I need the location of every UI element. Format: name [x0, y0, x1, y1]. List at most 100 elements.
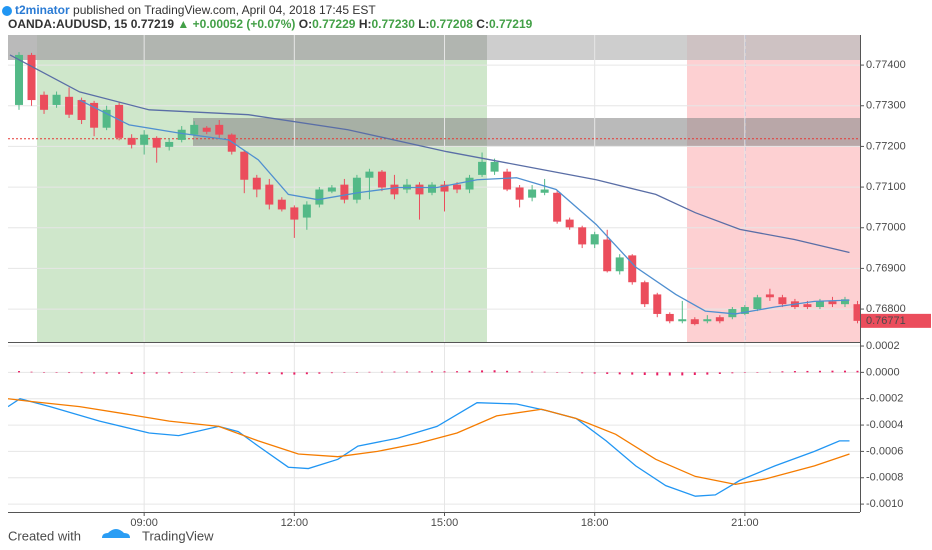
- histogram-bar: [506, 370, 509, 373]
- histogram-bar: [756, 372, 759, 373]
- o-value: 0.77229: [312, 17, 356, 31]
- histogram-bar: [806, 370, 809, 373]
- author[interactable]: t2minator: [15, 3, 70, 17]
- candle-body: [190, 124, 199, 135]
- candle-body: [115, 104, 124, 138]
- histogram-bar: [731, 372, 734, 374]
- candle-body: [440, 184, 449, 192]
- histogram-bar: [518, 371, 521, 373]
- y-tick-label: 0.77300: [866, 100, 906, 112]
- histogram-bar: [218, 372, 221, 373]
- histogram-bar: [80, 372, 83, 374]
- indicator-line: [8, 398, 850, 497]
- histogram-bar: [180, 372, 183, 374]
- x-tick-label: 15:00: [431, 517, 459, 529]
- c-label: C:: [476, 17, 489, 31]
- candle-body: [177, 129, 186, 140]
- histogram-bar: [856, 370, 859, 373]
- candle-body: [853, 304, 860, 321]
- y-tick-label: 0.77100: [866, 181, 906, 193]
- candle-body: [715, 317, 724, 322]
- y-tick-label: 0.0002: [866, 340, 900, 352]
- candle-body: [377, 171, 386, 188]
- y-tick-label: 0.0000: [866, 366, 900, 378]
- price: 0.77219: [131, 17, 175, 31]
- histogram-bar: [18, 371, 21, 373]
- brand[interactable]: TradingView: [142, 528, 214, 543]
- histogram-bar: [130, 372, 133, 374]
- candle-body: [540, 189, 549, 193]
- candle-body: [315, 189, 324, 205]
- x-tick-label: 21:00: [731, 517, 759, 529]
- histogram-bar: [30, 371, 33, 373]
- candle-body: [690, 319, 699, 325]
- candle-body: [515, 187, 524, 200]
- candle-body: [240, 151, 249, 180]
- l-value: 0.77208: [430, 17, 474, 31]
- histogram-bar: [68, 372, 71, 374]
- histogram-bar: [531, 371, 534, 373]
- indicator-line: [9, 54, 850, 254]
- symbol: OANDA:AUDUSD, 15: [8, 17, 128, 31]
- histogram-bar: [105, 372, 108, 374]
- histogram-bar: [743, 372, 746, 373]
- candle-body: [77, 100, 86, 120]
- candle-body: [390, 184, 399, 195]
- candle-body: [427, 184, 436, 193]
- candle-body: [140, 134, 149, 145]
- indicator-line: [79, 99, 850, 315]
- candle-body: [653, 294, 662, 314]
- l-label: L:: [418, 17, 429, 31]
- histogram-bar: [768, 371, 771, 373]
- candle-body: [227, 134, 236, 152]
- candle-body: [415, 184, 424, 195]
- histogram-bar: [618, 372, 621, 375]
- histogram-bar: [481, 370, 484, 373]
- histogram-bar: [243, 372, 246, 374]
- histogram-bar: [155, 372, 158, 374]
- candle-body: [840, 299, 849, 305]
- candle-body: [478, 161, 487, 175]
- x-tick-label: 12:00: [281, 517, 309, 529]
- candle-body: [678, 319, 687, 322]
- y-tick-label: -0.0002: [866, 393, 903, 405]
- histogram-bar: [230, 372, 233, 374]
- histogram-bar: [681, 372, 684, 376]
- candle-body: [340, 184, 349, 200]
- histogram-bar: [380, 371, 383, 373]
- y-tick-label: 0.76800: [866, 303, 906, 315]
- candle-body: [565, 219, 574, 228]
- published: published on TradingView.com, April 04, …: [73, 3, 376, 17]
- histogram-bar: [143, 372, 146, 374]
- candle-body: [252, 177, 261, 190]
- histogram-bar: [706, 372, 709, 375]
- histogram-bar: [330, 372, 333, 374]
- long-zone: [37, 35, 487, 342]
- y-tick-label: 0.77400: [866, 59, 906, 71]
- histogram-bar: [168, 372, 171, 374]
- histogram-bar: [293, 372, 296, 375]
- histogram-bar: [355, 372, 358, 373]
- h-label: H:: [359, 17, 372, 31]
- candle-body: [327, 187, 336, 192]
- candle-body: [90, 102, 99, 128]
- histogram-bar: [193, 372, 196, 373]
- h-value: 0.77230: [371, 17, 415, 31]
- resistance-zone: [487, 35, 860, 60]
- indicator-line: [8, 398, 850, 485]
- histogram-bar: [543, 371, 546, 373]
- y-tick-label: -0.0004: [866, 419, 903, 431]
- candle-body: [52, 94, 61, 105]
- histogram-bar: [606, 372, 609, 374]
- candle-body: [65, 96, 74, 115]
- candle-body: [15, 54, 24, 105]
- histogram-bar: [393, 371, 396, 373]
- candle-body: [828, 301, 837, 305]
- histogram-bar: [118, 372, 121, 374]
- histogram-bar: [93, 372, 96, 374]
- last-price-label: 0.76771: [866, 315, 906, 327]
- header-line: t2minator published on TradingView.com, …: [15, 3, 376, 17]
- candle-body: [102, 109, 111, 128]
- histogram-bar: [718, 372, 721, 374]
